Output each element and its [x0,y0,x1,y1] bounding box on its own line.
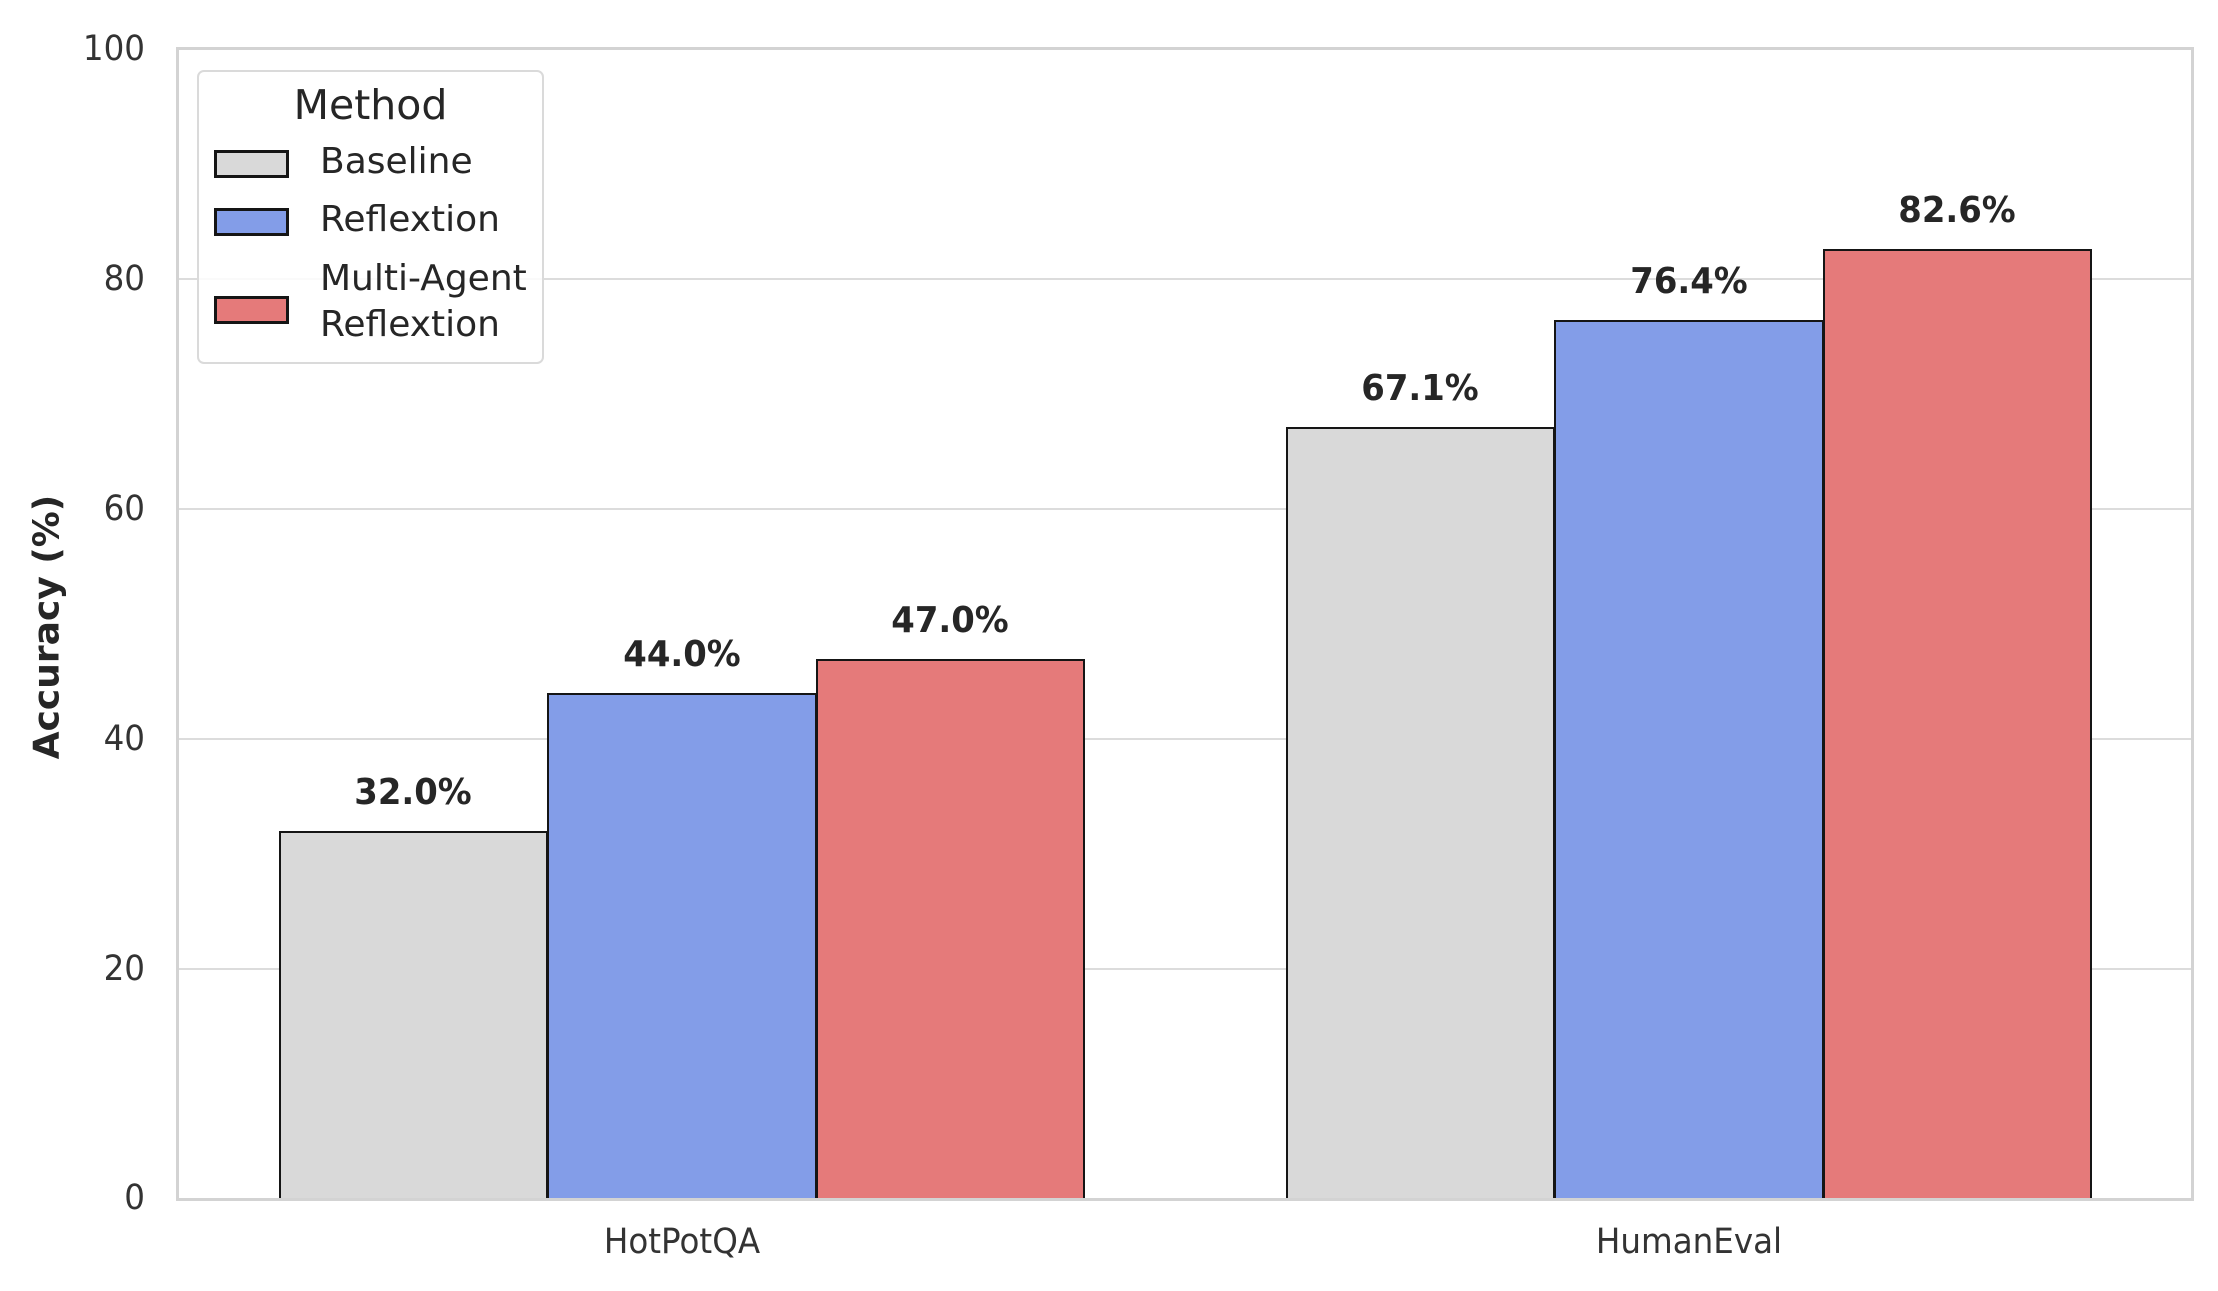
x-tick-hotpotqa: HotPotQA [603,1222,761,1262]
legend-label-baseline: Baseline [320,141,473,182]
value-label-humaneval-baseline: 67.1% [1361,368,1479,410]
legend-swatch-reflextion [214,208,289,236]
value-label-humaneval-reflextion: 76.4% [1629,261,1748,303]
legend-label-reflextion: Reflextion [320,199,500,240]
bar-humaneval-multi-agent-reflextion [1822,249,2093,1200]
value-label-hotpotqa-reflextion: 44.0% [622,634,741,675]
bar-humaneval-reflextion [1554,320,1824,1200]
x-tick-humaneval: HumanEval [1595,1222,1783,1262]
bar-humaneval-baseline [1285,427,1556,1200]
plot-area: 32.0% 44.0% 47.0% 67.1% 76.4% 82.6% [176,47,2194,1201]
gridline-20 [178,968,2192,970]
y-tick-40: 40 [103,719,145,759]
bar-hotpotqa-multi-agent-reflextion [815,658,1086,1200]
y-tick-60: 60 [103,489,145,529]
legend-label-multi-agent-line1: Multi-Agent [320,258,527,299]
legend-label-multi-agent-line2: Reflextion [320,304,500,345]
bar-hotpotqa-reflextion [547,693,817,1200]
value-label-humaneval-multi-agent-reflextion: 82.6% [1898,190,2016,232]
value-label-hotpotqa-baseline: 32.0% [354,772,472,813]
value-label-hotpotqa-multi-agent-reflextion: 47.0% [891,599,1009,641]
y-tick-80: 80 [103,259,145,299]
legend-swatch-baseline [214,150,289,178]
bar-hotpotqa-baseline [278,831,549,1200]
gridline-80 [178,278,2192,280]
legend-title: Method [293,81,448,129]
gridline-40 [178,738,2192,740]
y-tick-100: 100 [82,29,145,69]
gridline-60 [178,508,2192,510]
legend-swatch-multi-agent-reflextion [214,296,289,324]
legend: Method Baseline Reflextion Multi-Agent R… [197,70,544,364]
y-tick-0: 0 [124,1178,145,1218]
y-axis-label: Accuracy (%) [26,494,68,760]
y-tick-20: 20 [103,949,145,989]
